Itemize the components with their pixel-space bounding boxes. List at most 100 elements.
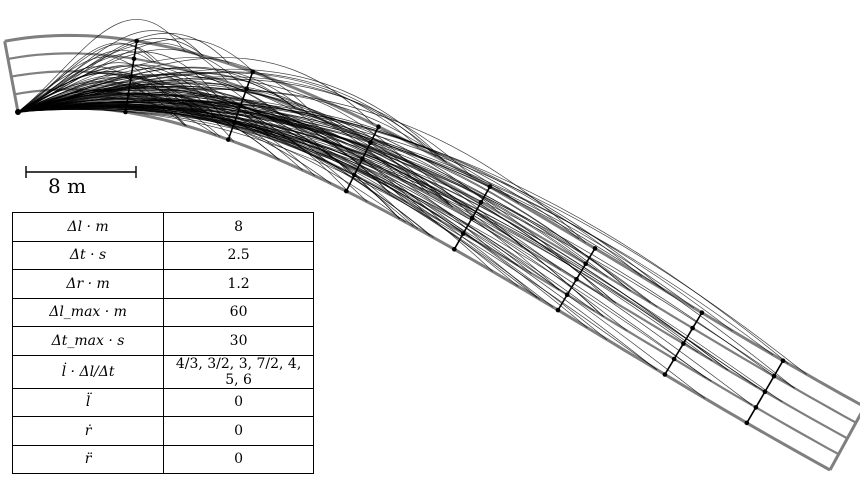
trajectory-curve (17, 99, 520, 204)
table-row: Δt · s 2.5 (11, 240, 314, 270)
scale-bar (25, 166, 137, 178)
candidate-trajectories (17, 19, 807, 406)
lane-boundary (17, 105, 831, 472)
trajectory-curve (17, 88, 221, 137)
param-value: 60 (163, 297, 314, 327)
vehicle-origin (15, 109, 21, 115)
table-row: l̈ 0 (11, 387, 314, 417)
trajectory-curve (17, 74, 278, 140)
sample-node (662, 372, 668, 377)
param-symbol: Δt_max · s (11, 326, 165, 356)
table-row: r̈ 0 (11, 444, 314, 474)
road-end (828, 412, 860, 471)
sample-node (555, 307, 561, 313)
param-symbol: Δt · s (11, 240, 165, 270)
trajectory-curve (17, 43, 161, 113)
sample-node (771, 373, 777, 379)
sample-node (238, 103, 243, 108)
param-value: 1.2 (163, 269, 314, 299)
trajectory-curve (17, 108, 595, 312)
table-row: Δl_max · m 60 (11, 297, 314, 327)
trajectory-curve (17, 102, 807, 375)
param-symbol: ṙ (11, 416, 165, 446)
sample-node (126, 92, 131, 97)
param-value: 0 (163, 444, 314, 474)
trajectory-curve (17, 88, 587, 244)
sample-node (780, 358, 786, 364)
trajectory-curve (17, 82, 430, 195)
sample-node (744, 420, 750, 426)
sample-node (671, 356, 677, 362)
scale-bar-label: 8 m (48, 174, 87, 198)
sample-node (469, 215, 475, 221)
param-value: 0 (163, 416, 314, 446)
table-row: l̇ · Δl/Δt 4/3, 3/2, 3, 7/2, 4, 5, 6 (11, 354, 314, 389)
sample-node (487, 184, 493, 189)
trajectory-curve (17, 106, 753, 406)
trajectory-curve (17, 84, 209, 114)
trajectory-curve (17, 92, 303, 171)
table-row: Δr · m 1.2 (11, 269, 314, 299)
table-row: Δt_max · s 30 (11, 326, 314, 356)
param-symbol: Δl_max · m (11, 297, 165, 327)
sample-node (681, 341, 686, 346)
trajectory-curve (17, 51, 219, 113)
sample-node (360, 156, 365, 162)
parameter-table: Δl · m 8 Δt · s 2.5 Δr · m 1.2 Δl_max · … (11, 212, 314, 474)
trajectory-curve (17, 105, 598, 271)
param-symbol: l̇ · Δl/Δt (11, 354, 165, 389)
table-row: Δl · m 8 (11, 212, 314, 242)
sample-node (134, 38, 140, 44)
trajectory-curve (17, 76, 234, 142)
sample-node (753, 405, 759, 410)
trajectory-curve (17, 104, 588, 329)
trajectory-curve (17, 89, 424, 212)
trajectory-curve (17, 94, 604, 296)
sample-node (699, 310, 705, 316)
trajectory-curve (17, 56, 147, 113)
sample-node (762, 389, 768, 395)
table-row: ṙ 0 (11, 416, 314, 446)
trajectory-curve (17, 100, 643, 277)
trajectory-curve (17, 66, 308, 114)
param-symbol: l̈ (11, 387, 165, 417)
sample-node (226, 137, 231, 142)
sample-node (368, 140, 373, 146)
sample-node (244, 86, 249, 92)
sample-node (574, 277, 579, 282)
sample-node (583, 261, 588, 267)
sample-node (344, 188, 349, 194)
sample-node (128, 74, 134, 79)
sample-node (592, 246, 598, 251)
trajectory-curve (17, 19, 186, 113)
sample-node (690, 325, 695, 331)
sample-node (376, 124, 381, 129)
param-value: 8 (163, 212, 314, 242)
trajectory-curve (17, 89, 447, 163)
trajectory-curve (17, 80, 351, 154)
sample-node (460, 231, 466, 236)
lane-boundary (4, 33, 860, 407)
param-symbol: Δl · m (11, 212, 165, 242)
sample-node (352, 172, 357, 178)
param-value: 4/3, 3/2, 3, 7/2, 4, 5, 6 (163, 354, 314, 389)
sample-node (564, 292, 570, 298)
param-symbol: Δr · m (11, 269, 165, 299)
sample-node (123, 109, 128, 115)
trajectory-curve (17, 67, 294, 113)
param-symbol: r̈ (11, 444, 165, 474)
sample-node (250, 69, 255, 75)
road-end (3, 40, 20, 113)
sample-node (452, 247, 457, 252)
param-value: 0 (163, 387, 314, 417)
sample-node (232, 120, 237, 125)
sample-node (478, 200, 484, 205)
sample-node (131, 56, 137, 61)
param-value: 2.5 (163, 240, 314, 270)
sampling-lattice (15, 38, 786, 426)
trajectory-curve (17, 98, 453, 208)
trajectory-curve (17, 103, 532, 274)
trajectory-curve (17, 109, 765, 392)
param-value: 30 (163, 326, 314, 356)
